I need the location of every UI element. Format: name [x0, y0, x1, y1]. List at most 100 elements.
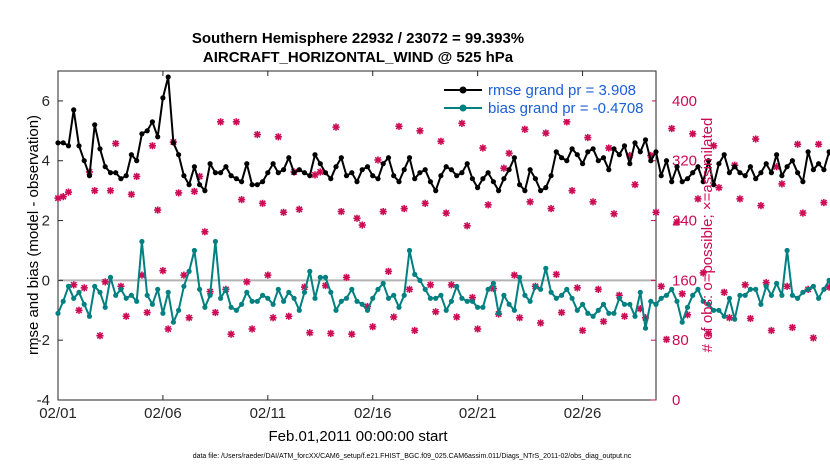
bias-series-point — [401, 292, 407, 298]
obs-marker — [101, 278, 109, 286]
bias-series-point — [616, 295, 622, 301]
obs-marker-d2 — [385, 268, 392, 275]
bias-series-point — [732, 316, 738, 322]
rmse-series-point — [307, 173, 313, 179]
rmse-series-point — [600, 155, 607, 161]
obs-marker-d2 — [458, 120, 466, 127]
rmse-series-point — [92, 122, 98, 128]
obs-marker-d2 — [337, 208, 345, 215]
y-left-tick-label: 0 — [42, 272, 50, 289]
rmse-series-point — [690, 170, 696, 176]
legend-bias-marker — [459, 104, 467, 112]
obs-marker-d2 — [789, 324, 796, 331]
rmse-series-point — [669, 179, 675, 185]
obs-marker — [59, 193, 67, 201]
bias-series-point — [249, 298, 255, 304]
x-tick-label: 02/01 — [39, 405, 77, 422]
rmse-series-point — [459, 170, 465, 176]
obs-marker-d2 — [143, 309, 151, 316]
obs-marker-d2 — [101, 278, 109, 286]
obs-marker-d2 — [122, 312, 130, 320]
bias-series-point — [86, 313, 93, 319]
bias-series-point — [102, 304, 108, 310]
rmse-series-point — [165, 74, 171, 80]
obs-marker — [500, 164, 508, 172]
bias-series-point — [149, 301, 155, 307]
rmse-series-point — [800, 179, 806, 185]
bias-series-point — [695, 286, 701, 292]
obs-marker-d2 — [710, 142, 717, 150]
obs-marker-d2 — [568, 187, 576, 194]
bias-series-point — [511, 307, 517, 313]
rmse-series-point — [648, 158, 654, 164]
rmse-series-point — [123, 173, 129, 179]
right-axis-label: # of obs: o=possible; ×=assimilated — [699, 118, 716, 353]
obs-marker-d2 — [715, 184, 723, 191]
rmse-series-point — [574, 152, 580, 158]
obs-marker-d2 — [91, 187, 98, 194]
x-tick-label: 02/06 — [144, 405, 182, 422]
obs-marker-d2 — [657, 283, 665, 290]
obs-marker-d2 — [678, 290, 686, 298]
rmse-series-point — [202, 188, 208, 194]
x-tick-label: 02/16 — [354, 405, 392, 422]
rmse-series-point — [611, 146, 617, 152]
bias-series-point — [65, 283, 72, 289]
bias-series-point — [438, 292, 444, 298]
rmse-series-point — [281, 167, 287, 173]
bias-series-point — [564, 286, 570, 292]
obs-marker — [442, 209, 450, 217]
bias-series-point — [92, 283, 98, 289]
obs-marker-d2 — [311, 171, 319, 179]
rmse-series-point — [768, 170, 775, 176]
rmse-series-point — [606, 167, 612, 173]
obs-marker-d2 — [768, 327, 775, 334]
obs-marker-d2 — [107, 187, 114, 194]
rmse-series-point — [517, 182, 523, 188]
obs-marker — [279, 208, 288, 216]
obs-marker-d2 — [243, 278, 251, 286]
obs-marker-d2 — [70, 281, 78, 289]
bias-series-point — [553, 295, 559, 301]
rmse-series-point — [286, 155, 292, 161]
bias-series-point — [490, 280, 496, 286]
rmse-series-point — [506, 167, 512, 173]
bias-series-point — [737, 292, 743, 298]
obs-marker-d2 — [463, 222, 471, 230]
obs-marker-d2 — [474, 325, 481, 333]
bias-series-point — [506, 301, 512, 307]
obs-marker — [269, 314, 277, 322]
bias-series-point — [464, 298, 470, 304]
obs-marker — [736, 195, 744, 203]
bias-series-point — [354, 298, 360, 304]
obs-marker-d2 — [584, 134, 592, 141]
obs-marker-d2 — [306, 329, 314, 336]
bias-series-point — [181, 283, 187, 289]
obs-marker — [258, 199, 267, 207]
rmse-series-point — [627, 161, 633, 167]
bias-series-point — [590, 313, 596, 319]
bias-series-point — [165, 289, 171, 295]
obs-marker-d2 — [154, 206, 161, 214]
obs-marker — [447, 281, 456, 289]
left-axis-label: rmse and bias (model - observation) — [25, 115, 42, 355]
obs-marker — [526, 198, 534, 206]
bias-series-point — [296, 307, 302, 313]
obs-marker — [662, 335, 671, 344]
obs-marker — [516, 314, 524, 322]
rmse-series-point — [538, 188, 544, 194]
obs-marker-d2 — [720, 289, 728, 296]
bias-series-point — [522, 292, 528, 298]
rmse-series-point — [239, 179, 245, 185]
obs-marker-d2 — [138, 271, 146, 279]
obs-marker-d2 — [233, 118, 240, 126]
bias-series-point — [632, 313, 638, 319]
rmse-series-point — [658, 173, 664, 179]
bias-series-point — [595, 307, 601, 313]
obs-marker — [416, 127, 424, 135]
rmse-series-point — [338, 155, 344, 161]
obs-marker — [348, 330, 356, 338]
bias-series-point — [197, 286, 203, 292]
obs-marker — [400, 204, 408, 213]
